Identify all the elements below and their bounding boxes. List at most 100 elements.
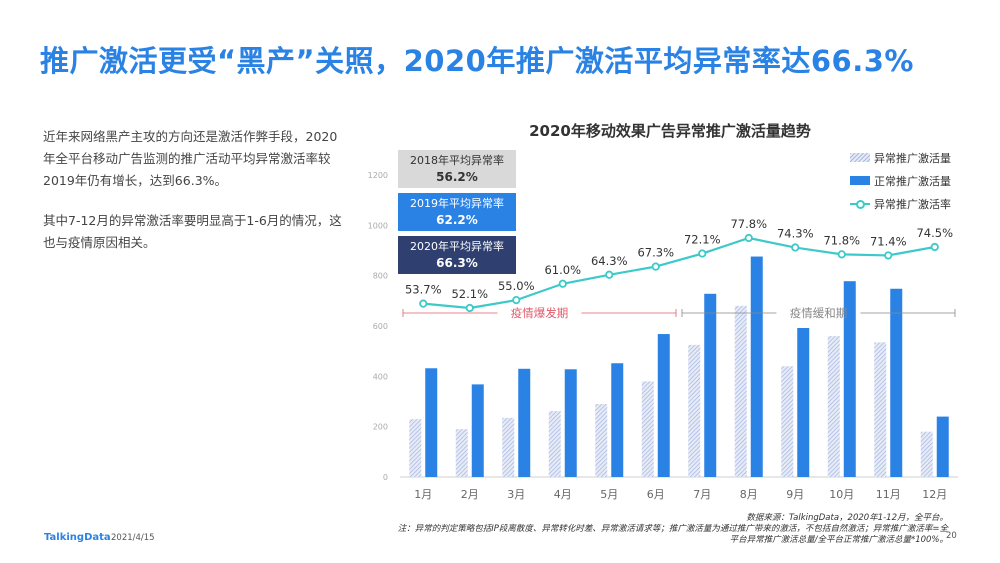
source-note: 数据来源：TalkingData，2020年1-12月，全平台。 注：异常的判定…	[398, 513, 948, 546]
rate-label: 77.8%	[730, 217, 767, 231]
y-tick-label: 1000	[368, 221, 388, 230]
chart-title: 2020年移动效果广告异常推广激活量趋势	[529, 122, 811, 140]
legend-item-normal: 正常推广激活量	[850, 169, 951, 192]
rate-point	[837, 250, 846, 259]
x-tick-label: 11月	[876, 488, 901, 501]
x-tick-label: 2月	[461, 488, 479, 501]
y-tick-label: 200	[373, 423, 388, 432]
bar-normal	[471, 384, 484, 477]
year-avg-2020: 2020年平均异常率 66.3%	[398, 236, 516, 274]
x-tick-label: 5月	[600, 488, 618, 501]
bar-abnormal	[641, 381, 654, 477]
legend-swatch-hatched	[850, 153, 870, 162]
rate-point	[884, 251, 893, 260]
source-line: 数据来源：TalkingData，2020年1-12月，全平台。	[746, 513, 948, 523]
bar-abnormal	[920, 431, 933, 477]
chart-legend: 异常推广激活量 正常推广激活量 异常推广激活率	[850, 146, 951, 215]
bar-normal	[843, 281, 856, 477]
legend-swatch-solid	[850, 176, 870, 185]
x-tick-label: 9月	[786, 488, 804, 501]
legend-label: 异常推广激活量	[874, 151, 951, 165]
rate-label: 71.8%	[823, 233, 860, 247]
rate-label: 52.1%	[451, 287, 488, 301]
bar-abnormal	[409, 419, 422, 477]
rate-point	[605, 270, 614, 279]
rate-point	[930, 242, 939, 252]
rate-point	[791, 243, 800, 252]
page-number: 20	[946, 531, 957, 541]
legend-item-rate: 异常推广激活率	[850, 192, 951, 215]
bar-abnormal	[595, 404, 608, 477]
year-avg-2019: 2019年平均异常率 62.2%	[398, 193, 516, 231]
rate-point	[512, 296, 521, 305]
description-paragraph-2: 其中7-12月的异常激活率要明显高于1-6月的情况，这也与疫情原因相关。	[43, 213, 342, 250]
rate-point	[744, 233, 753, 243]
y-tick-label: 600	[373, 322, 388, 331]
bar-normal	[704, 293, 717, 477]
annotation-label: 疫情缓和期	[790, 306, 848, 320]
x-tick-label: 4月	[554, 488, 572, 501]
bar-normal	[564, 369, 577, 477]
bar-abnormal	[688, 344, 701, 477]
rate-point	[698, 249, 707, 258]
bar-normal	[750, 256, 763, 477]
year-avg-2020-label: 2020年平均异常率	[410, 240, 504, 253]
description: 近年来网络黑产主攻的方向还是激活作弊手段，2020年全平台移动广告监测的推广活动…	[43, 126, 348, 272]
x-tick-label: 8月	[740, 488, 758, 501]
year-avg-2018-value: 56.2%	[436, 170, 478, 184]
rate-label: 61.0%	[544, 263, 581, 277]
rate-point	[651, 262, 660, 271]
rate-point	[465, 303, 474, 313]
legend-swatch-line	[850, 199, 870, 209]
bar-normal	[425, 368, 438, 477]
year-avg-2018-label: 2018年平均异常率	[410, 154, 504, 167]
rate-label: 74.3%	[777, 227, 814, 241]
bar-normal	[657, 334, 670, 477]
rate-label: 55.0%	[498, 279, 535, 293]
rate-label: 72.1%	[684, 233, 721, 247]
year-avg-2019-value: 62.2%	[436, 213, 478, 227]
legend-label: 异常推广激活率	[874, 197, 951, 211]
source-line: 平台异常推广激活总量/全平台正常推广激活总量*100%。	[729, 535, 948, 545]
y-tick-label: 800	[373, 272, 388, 281]
rate-label: 67.3%	[637, 246, 674, 260]
year-avg-2019-label: 2019年平均异常率	[410, 197, 504, 210]
bar-normal	[518, 368, 531, 477]
year-avg-2018: 2018年平均异常率 56.2%	[398, 150, 516, 188]
bar-normal	[890, 288, 903, 477]
bar-abnormal	[502, 417, 515, 477]
rate-label: 53.7%	[405, 283, 442, 297]
y-tick-label: 400	[373, 372, 388, 381]
y-tick-label: 1200	[368, 171, 388, 180]
rate-label: 64.3%	[591, 254, 628, 268]
rate-label: 71.4%	[870, 234, 907, 248]
x-tick-label: 10月	[829, 488, 854, 501]
legend-item-abnormal: 异常推广激活量	[850, 146, 951, 169]
description-paragraph-1: 近年来网络黑产主攻的方向还是激活作弊手段，2020年全平台移动广告监测的推广活动…	[43, 129, 338, 188]
x-tick-label: 12月	[922, 488, 947, 501]
legend-label: 正常推广激活量	[874, 174, 951, 188]
bar-abnormal	[781, 366, 794, 477]
rate-point	[419, 299, 428, 308]
bar-abnormal	[455, 429, 468, 477]
bar-abnormal	[874, 342, 887, 477]
bar-normal	[797, 328, 810, 477]
annotation-label: 疫情爆发期	[511, 306, 569, 320]
rate-label: 74.5%	[916, 226, 953, 240]
bar-abnormal	[548, 411, 561, 477]
page-title: 推广激活更受“黑产”关照，2020年推广激活平均异常率达66.3%	[40, 44, 914, 78]
x-tick-label: 7月	[693, 488, 711, 501]
bar-abnormal	[827, 336, 840, 477]
talkingdata-logo: TalkingData	[44, 532, 111, 543]
rate-point	[558, 279, 567, 288]
x-tick-label: 1月	[414, 488, 432, 501]
report-date: 2021/4/15	[111, 533, 155, 543]
x-tick-label: 6月	[647, 488, 665, 501]
x-tick-label: 3月	[507, 488, 525, 501]
source-line: 注：异常的判定策略包括IP段离散度、异常转化时差、异常激活请求等；推广激活量为通…	[397, 524, 948, 534]
year-avg-2020-value: 66.3%	[436, 256, 478, 270]
rate-line	[423, 236, 935, 310]
bar-abnormal	[734, 305, 747, 477]
y-tick-label: 0	[383, 473, 388, 482]
